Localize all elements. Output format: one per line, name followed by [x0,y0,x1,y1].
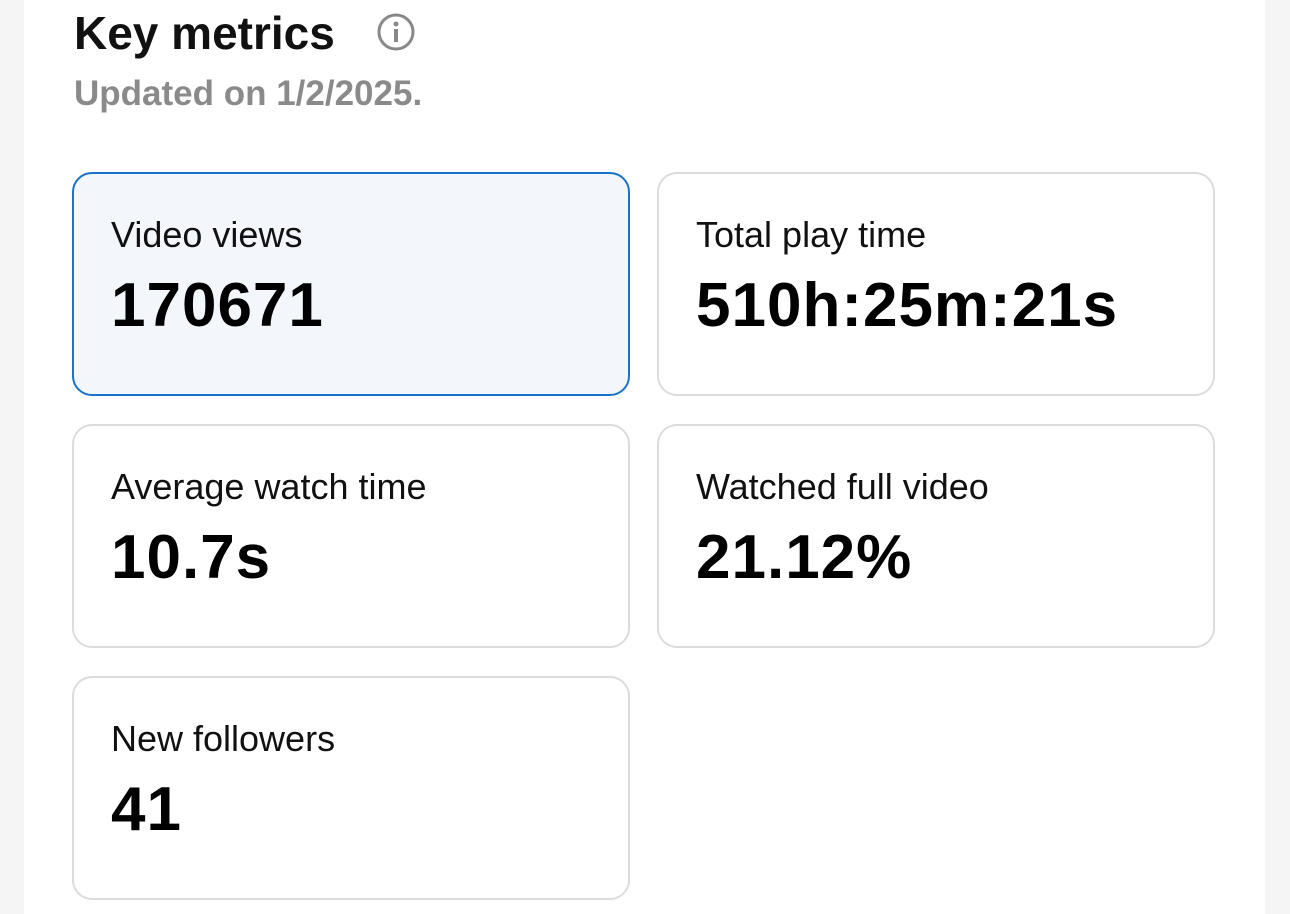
metric-value: 170671 [111,271,324,340]
metric-card[interactable]: Watched full video 21.12% [657,424,1215,648]
metric-label: Watched full video [696,466,989,507]
metric-card[interactable]: New followers 41 [72,676,630,900]
metric-value: 21.12% [696,523,913,592]
metric-label: Average watch time [111,466,427,507]
metric-label: New followers [111,718,336,759]
info-icon[interactable] [376,12,416,52]
metric-value: 510h:25m:21s [696,271,1119,340]
metric-label: Total play time [696,214,927,255]
subtitle: Updated on 1/2/2025. [74,74,423,113]
metric-card[interactable]: Total play time 510h:25m:21s [657,172,1215,396]
title: Key metrics [74,7,335,59]
metric-card[interactable]: Video views 170671 [72,172,630,396]
metric-card[interactable]: Average watch time 10.7s [72,424,630,648]
metric-value: 10.7s [111,523,272,592]
metric-label: Video views [111,214,303,255]
panel: Key metrics Updated on 1/2/2025. Video v… [24,0,1265,914]
metric-value: 41 [111,775,182,844]
